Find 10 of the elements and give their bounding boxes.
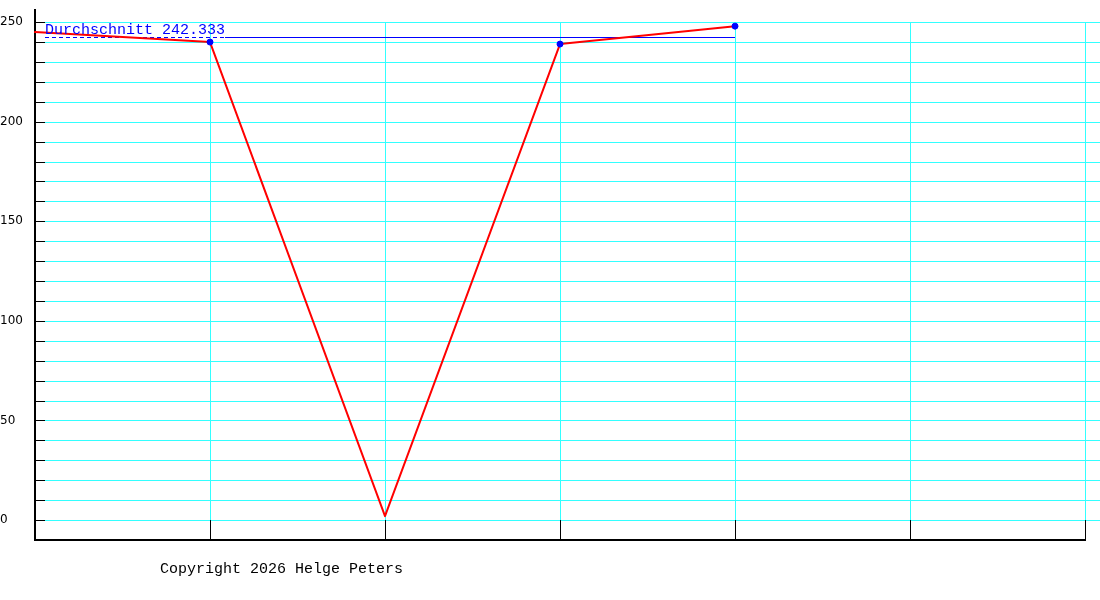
y-tick-label: 0	[0, 512, 8, 527]
y-tick-label: 100	[0, 313, 23, 328]
y-tick-label: 200	[0, 113, 23, 128]
text: Copyright 2026 Helge Peters	[160, 561, 404, 578]
point	[731, 22, 739, 30]
y-tick-label: 250	[0, 14, 23, 29]
y-tick-label: 150	[0, 213, 23, 228]
point	[206, 38, 214, 46]
y-tick-label: 50	[0, 412, 16, 427]
point	[556, 40, 564, 48]
